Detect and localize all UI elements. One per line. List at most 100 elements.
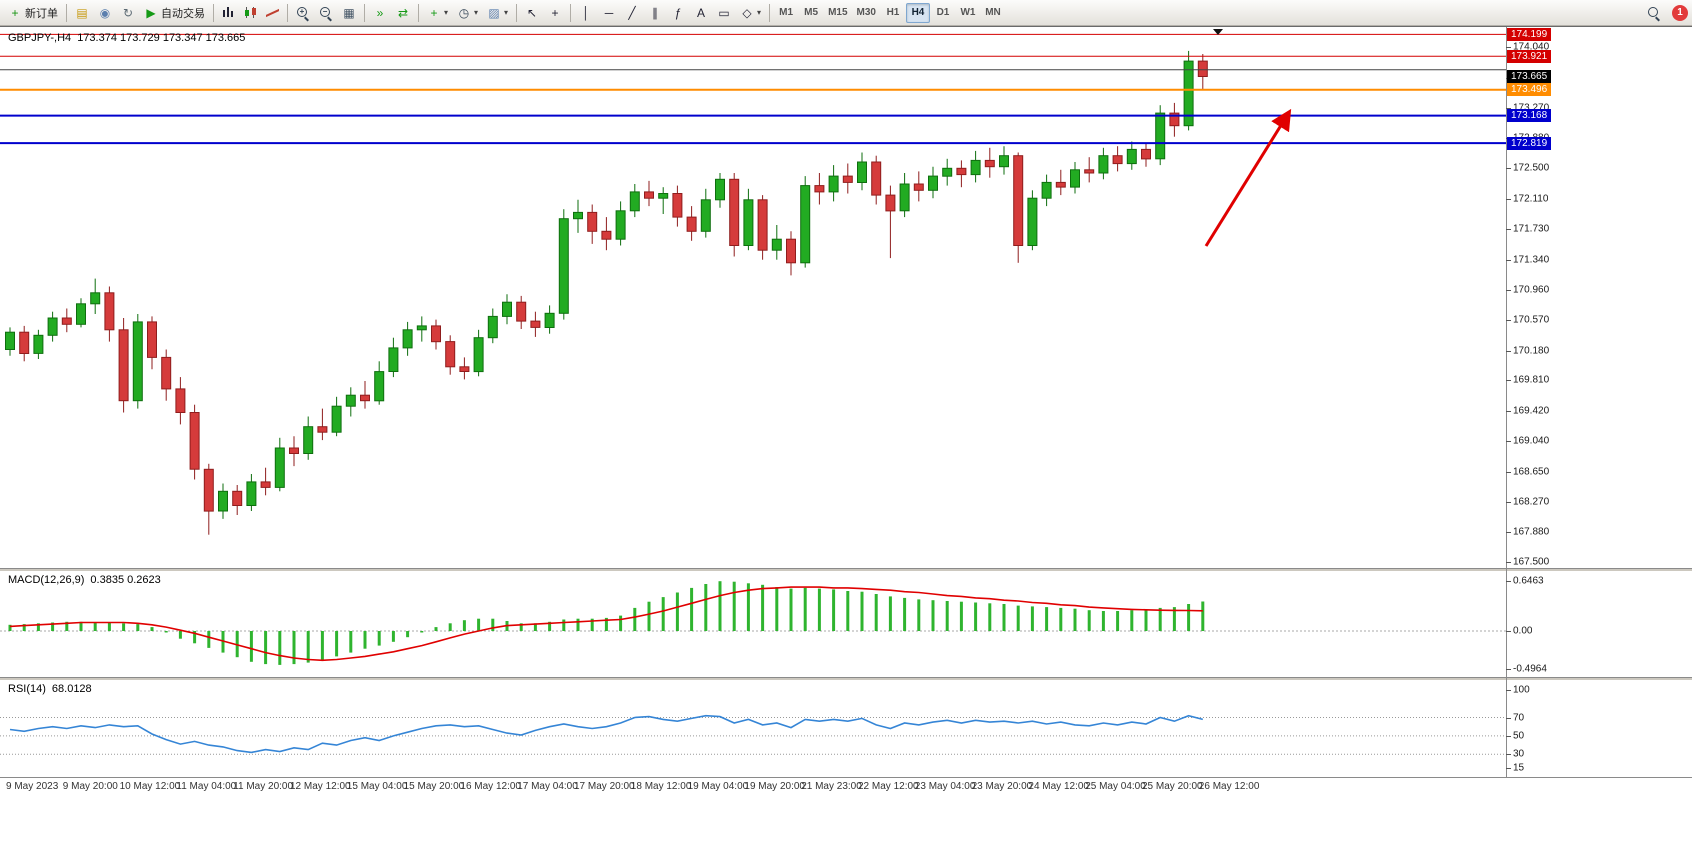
new-order-button[interactable]: + 新订单 (4, 3, 62, 23)
chart-shift-button[interactable]: ⇄ (392, 3, 414, 23)
dropdown-caret-icon: ▾ (757, 8, 762, 17)
zoom-in-button[interactable]: + (292, 3, 314, 23)
rsi-axis-label: 100 (1513, 684, 1530, 696)
rsi-axis-tick-mark (1506, 717, 1511, 719)
price-axis-border (1506, 27, 1507, 777)
time-axis-label: 22 May 12:00 (858, 781, 919, 792)
toolbar-separator (516, 3, 518, 22)
trendline-button[interactable]: ╱ (621, 3, 643, 23)
rsi-axis-label: 30 (1513, 748, 1525, 760)
metaeditor-icon: ▤ (76, 5, 88, 20)
time-axis-label: 17 May 20:00 (574, 781, 635, 792)
price-chart[interactable] (0, 28, 1506, 568)
horizontal-line-button[interactable]: ─ (598, 3, 620, 23)
timeframe-m5-button[interactable]: M5 (799, 3, 823, 23)
time-axis-label: 12 May 12:00 (290, 781, 351, 792)
macd-chart[interactable] (0, 571, 1506, 677)
price-tick-mark (1506, 46, 1511, 48)
chart-shift-marker (1213, 29, 1223, 35)
candlestick-chart-icon (244, 6, 257, 19)
timeframe-h1-button-label: H1 (886, 7, 900, 18)
price-tick-mark (1506, 532, 1511, 534)
cursor-button[interactable]: ↖ (521, 3, 543, 23)
panel-divider[interactable] (0, 568, 1692, 571)
refresh-button[interactable]: ↻ (117, 3, 139, 23)
price-tick-mark (1506, 228, 1511, 230)
timeframe-mn-button[interactable]: MN (981, 3, 1005, 23)
price-axis-tick: 170.960 (1513, 284, 1550, 296)
chart-top-border (0, 26, 1692, 27)
timeframe-m15-button[interactable]: M15 (824, 3, 851, 23)
text-button[interactable]: A (690, 3, 712, 23)
price-axis-tick: 170.570 (1513, 314, 1550, 326)
search-button[interactable] (1643, 3, 1665, 23)
bar-chart-button[interactable] (218, 3, 239, 23)
market-watch-icon: ◉ (99, 5, 111, 20)
macd-title: MACD(12,26,9) 0.3835 0.2623 (8, 574, 161, 586)
notifications-badge[interactable]: 1 (1672, 4, 1688, 21)
timeframe-mn-button-label: MN (985, 7, 1001, 18)
line-chart-button[interactable] (262, 3, 283, 23)
rsi-name-label: RSI(14) (8, 683, 46, 695)
price-axis-tick: 168.650 (1513, 466, 1550, 478)
candlestick-chart-button[interactable] (240, 3, 261, 23)
text-icon: A (697, 5, 706, 20)
arrow-annotation[interactable] (1204, 108, 1292, 247)
toolbar-separator (66, 3, 67, 22)
new-order-icon: + (11, 5, 19, 20)
price-line-tag: 172.819 (1507, 136, 1552, 150)
label-button[interactable]: ▭ (713, 3, 735, 23)
crosshair-button[interactable]: + (544, 3, 566, 23)
indicators-button[interactable]: + ▾ (423, 3, 452, 23)
market-watch-button[interactable]: ◉ (94, 3, 116, 23)
price-tick-mark (1506, 410, 1511, 412)
metaeditor-button[interactable]: ▤ (71, 3, 93, 23)
panel-divider[interactable] (0, 677, 1692, 680)
timeframe-h1-button[interactable]: H1 (881, 3, 905, 23)
price-axis-tick: 169.040 (1513, 435, 1550, 447)
timeframe-d1-button[interactable]: D1 (931, 3, 955, 23)
templates-button[interactable]: ▨ ▾ (483, 3, 512, 23)
channel-button[interactable]: ∥ (644, 3, 666, 23)
timeframe-m1-button-label: M1 (779, 7, 794, 18)
timeframe-m30-button-label: M30 (856, 7, 876, 18)
rsi-axis-label: 50 (1513, 730, 1525, 742)
rsi-value: 68.0128 (51, 683, 92, 695)
timeframe-w1-button[interactable]: W1 (956, 3, 980, 23)
zoom-out-icon: − (319, 6, 333, 21)
timeframe-h4-button[interactable]: H4 (905, 2, 930, 23)
horizontal-line-icon: ─ (604, 5, 614, 20)
rsi-line (9, 714, 1204, 754)
price-tick-mark (1506, 501, 1511, 503)
time-axis-label: 23 May 04:00 (914, 781, 976, 792)
rsi-chart[interactable] (0, 680, 1506, 777)
timeframe-h4-button-label: H4 (911, 7, 925, 18)
fibonacci-button[interactable]: ƒ (667, 3, 689, 23)
auto-scroll-button[interactable]: » (369, 3, 391, 23)
dropdown-caret-icon: ▾ (474, 8, 479, 17)
timeframe-m1-button[interactable]: M1 (774, 3, 798, 23)
toolbar-separator (213, 3, 214, 22)
price-axis-tick: 169.420 (1513, 405, 1550, 417)
price-axis-tick: 173.270 (1513, 102, 1550, 114)
timeframe-m30-button[interactable]: M30 (853, 3, 880, 23)
auto-scroll-icon: » (376, 5, 384, 20)
tile-windows-button[interactable]: ▦ (338, 3, 360, 23)
time-axis-label: 15 May 04:00 (346, 781, 408, 792)
vertical-line-button[interactable]: │ (575, 3, 597, 23)
label-icon: ▭ (718, 5, 730, 20)
macd-values: 0.3835 0.2623 (90, 574, 161, 586)
price-line-tag: 173.168 (1507, 109, 1552, 123)
ohlc-values: 173.374 173.729 173.347 173.665 (77, 32, 246, 44)
periods-button[interactable]: ◷ ▾ (453, 3, 482, 23)
price-tick-mark (1506, 440, 1511, 442)
shapes-icon: ◇ (742, 5, 752, 20)
macd-axis-label: 0.00 (1513, 625, 1533, 637)
crosshair-icon: + (551, 5, 559, 20)
dropdown-caret-icon: ▾ (504, 8, 509, 17)
zoom-out-button[interactable]: − (315, 3, 337, 23)
autotrading-button[interactable]: ▶ 自动交易 (140, 3, 209, 23)
shapes-button[interactable]: ◇ ▾ (736, 3, 765, 23)
price-tick-mark (1506, 289, 1511, 291)
